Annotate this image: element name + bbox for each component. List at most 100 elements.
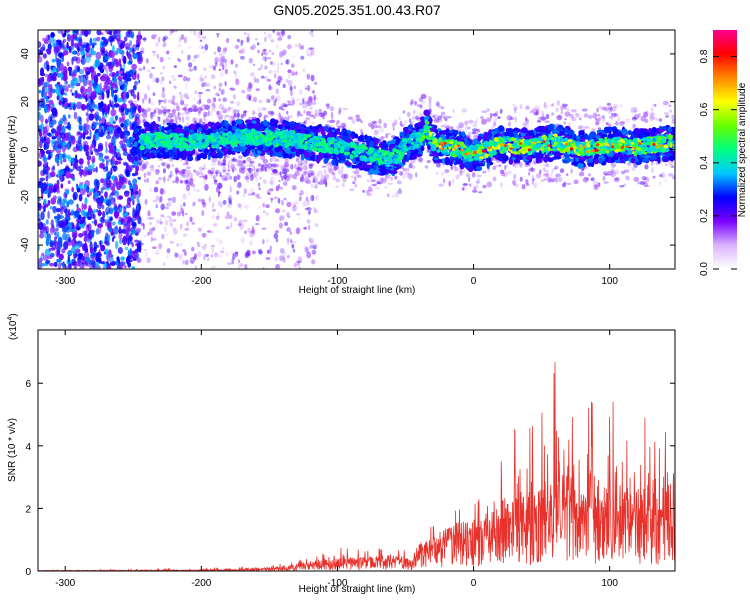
spectrogram-cell [78, 255, 83, 260]
spectrogram-cell [184, 92, 189, 99]
spectrogram-cell [258, 167, 264, 173]
spectrogram-cell [329, 105, 335, 112]
spectrogram-cell [150, 112, 154, 115]
spectrogram-cell [226, 211, 230, 217]
spectrogram-cell [514, 118, 517, 124]
spectrogram-cell [199, 77, 205, 82]
spectrogram-cell [440, 125, 445, 128]
spectrogram-cell [68, 83, 71, 89]
spectrogram-cell [306, 251, 312, 259]
spectrogram-cell [142, 98, 145, 104]
spectrogram-cell [121, 143, 127, 152]
spectrogram-cell [227, 106, 231, 112]
spectrogram-cell [56, 199, 60, 205]
spectrogram-cell [274, 158, 280, 162]
spectrogram-cell [39, 46, 44, 56]
spectrogram-cell [413, 114, 416, 119]
spectrogram-cell [167, 197, 172, 201]
spectrogram-cell [204, 43, 209, 51]
spectrogram-cell [178, 253, 183, 260]
spectrogram-cell [125, 77, 132, 82]
spectrogram-cell [96, 36, 101, 42]
spectrogram-cell [281, 215, 285, 221]
spectrogram-cell [341, 183, 345, 187]
spectrogram-cell [43, 81, 50, 88]
spectrogram-cell [197, 106, 202, 114]
spectrogram-cell [637, 181, 640, 185]
spectrogram-cell [277, 37, 283, 41]
spectrogram-cell [335, 121, 339, 128]
spectrogram-cell [312, 177, 318, 182]
spectrogram-cell [79, 264, 85, 269]
spectrogram-cell [213, 252, 219, 258]
spectrogram-cell [232, 252, 236, 260]
spectrogram-cell [100, 261, 106, 265]
spectrogram-cell [311, 100, 317, 105]
spectrogram-cell [466, 173, 471, 178]
spectrogram-cell [157, 177, 163, 181]
spectrogram-cell [185, 96, 190, 99]
spectrogram-cell [105, 134, 112, 140]
spectrogram-cell [196, 241, 200, 246]
spectrogram-cell [299, 196, 302, 202]
spectrogram-cell [471, 172, 476, 178]
spectrogram-cell [85, 55, 91, 63]
spectrogram-cell [61, 91, 65, 96]
spectrogram-cell [407, 173, 413, 179]
spectrogram-cell [119, 43, 125, 49]
spectrogram-cell [163, 98, 167, 104]
spectrogram-cell [659, 181, 662, 186]
spectrogram-cell [544, 120, 551, 124]
spectrogram-cell [249, 232, 254, 238]
spectrogram-cell [257, 196, 262, 200]
spectrogram-cell [233, 70, 236, 75]
spectrogram-cell [542, 168, 546, 171]
spectrogram-cell [78, 116, 82, 125]
spectrogram-cell [307, 172, 312, 178]
spectrogram-cell [264, 36, 267, 43]
spectrogram-cell [279, 171, 282, 177]
spectrogram-cell [336, 119, 341, 124]
spectrogram-cell [256, 42, 260, 46]
spectrogram-cell [72, 77, 79, 86]
spectrogram-cell [67, 254, 71, 263]
spectrogram-cell [166, 163, 171, 169]
spectrogram-cell [168, 112, 173, 119]
spectrogram-cell [543, 105, 548, 109]
spectrogram-cell [127, 30, 133, 34]
spectrogram-cell [103, 54, 108, 62]
spectrogram-cell [137, 105, 142, 114]
spectrogram-cell [249, 160, 255, 164]
spectrogram-cell [315, 96, 319, 100]
spectrogram-cell [493, 120, 496, 127]
spectrogram-cell [387, 182, 393, 185]
spectrogram-cell [276, 95, 281, 102]
spectrogram-cell [171, 196, 177, 203]
spectrogram-cell [91, 252, 97, 257]
spectrogram-cell [193, 185, 196, 192]
spectrogram-cell [50, 128, 56, 134]
spectrogram-cell [202, 81, 207, 87]
spectrogram-cell [131, 136, 134, 141]
spectrogram-cell [354, 176, 357, 182]
spectrogram-cell [57, 242, 61, 252]
spectrogram-cell [132, 48, 135, 55]
spectrogram-cell [194, 265, 197, 269]
spectrogram-cell [182, 233, 188, 237]
spectrogram-cell [222, 64, 225, 71]
spectrogram-cell [237, 181, 242, 189]
spectrogram-cell [240, 237, 246, 244]
spectrogram-cell [495, 111, 498, 117]
spectrogram-cell [204, 232, 207, 238]
spectrogram-cell [109, 83, 112, 91]
spectrogram-cell [126, 202, 132, 209]
spectrogram-cell [184, 109, 190, 115]
spectrogram-cell [486, 117, 492, 123]
spectrogram-cell [99, 82, 102, 91]
spectrogram-cell [258, 205, 261, 210]
spectrogram-cell [287, 69, 292, 73]
spectrogram-cell [68, 137, 74, 142]
spectrogram-cell [397, 189, 403, 195]
spectrogram-cell [163, 105, 168, 111]
spectrogram-cell [136, 204, 140, 212]
